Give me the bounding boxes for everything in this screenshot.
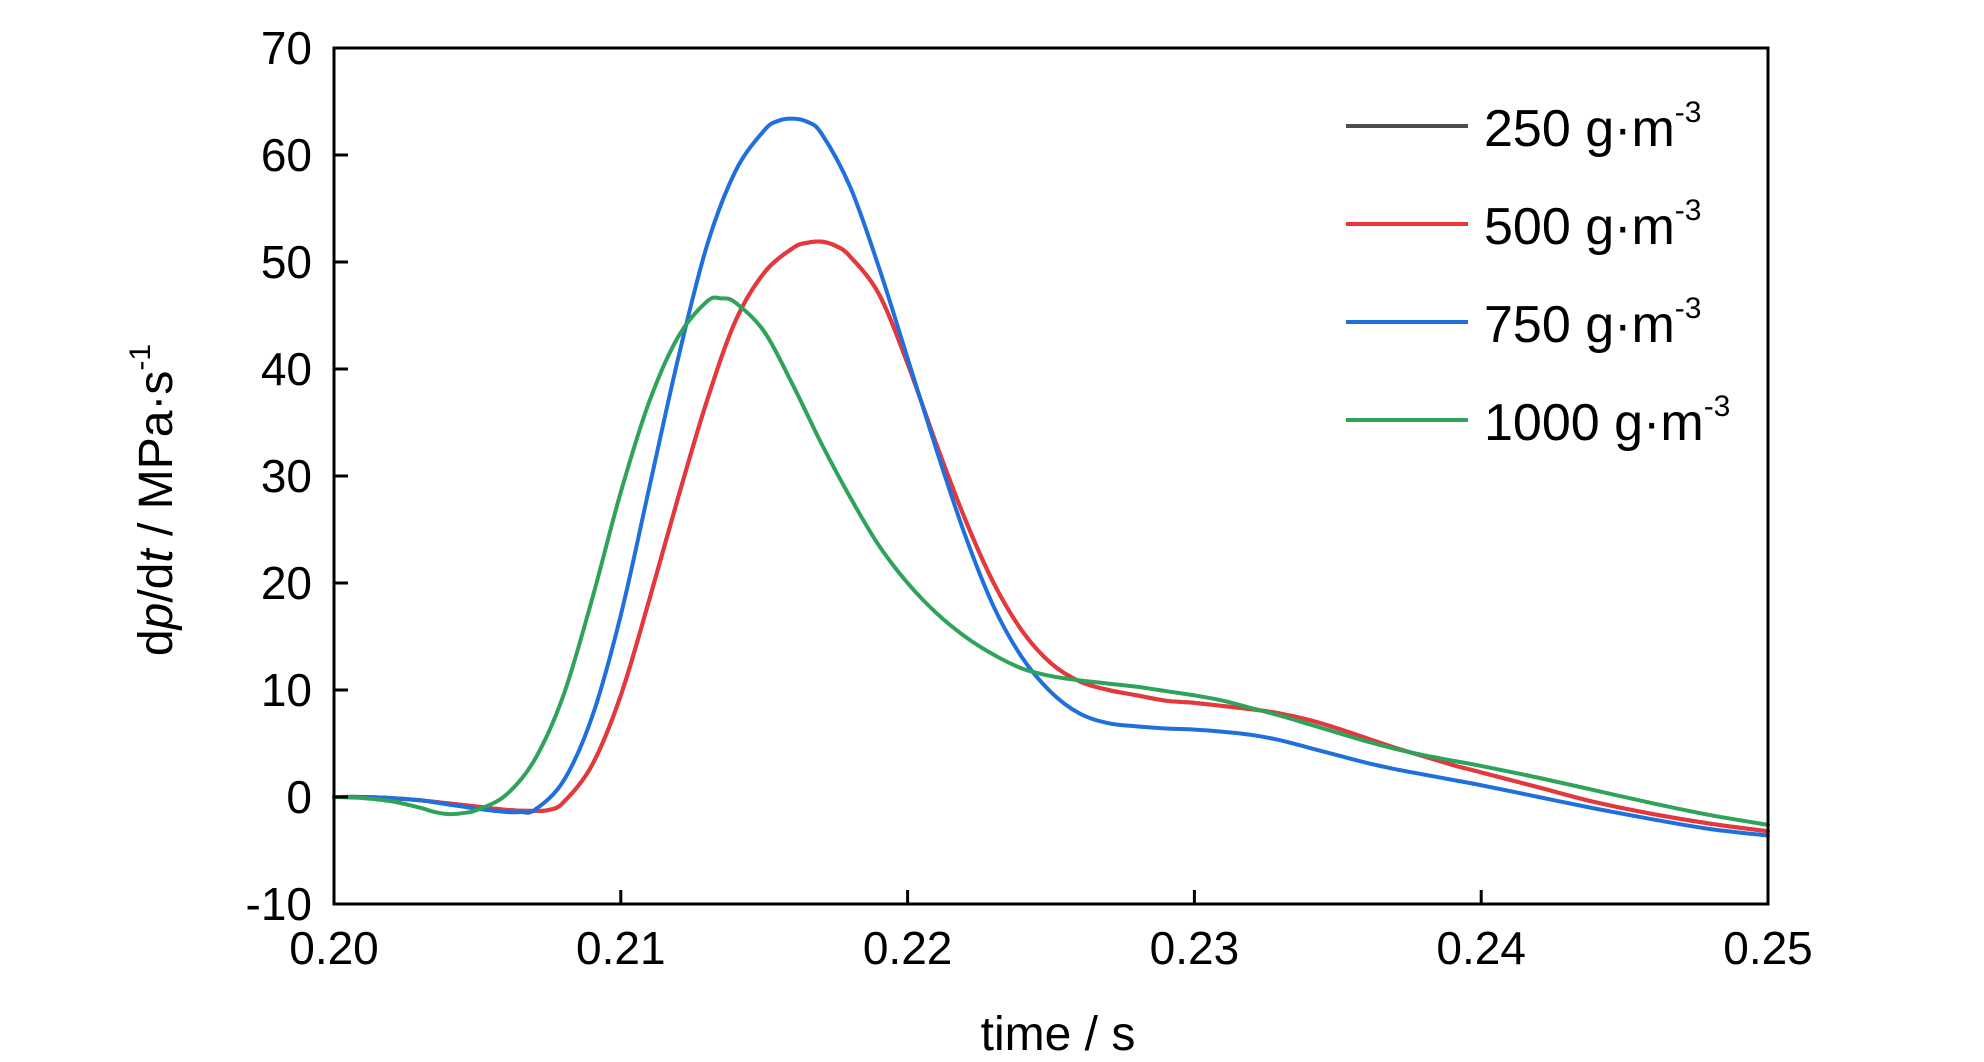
- y-tick-labels: -10 0 10 20 30 40 50 60 70: [246, 22, 312, 930]
- legend-label-sup: -3: [1675, 96, 1702, 129]
- plot-frame: [332, 46, 1770, 906]
- x-tick-label: 0.25: [1723, 922, 1813, 974]
- y-tick-label: 30: [261, 450, 312, 502]
- legend-label-1: 250 g·m-3: [1484, 96, 1701, 158]
- legend-label-text: 750 g·m: [1484, 296, 1675, 354]
- legend-label-text: 500 g·m: [1484, 198, 1675, 256]
- y-tick-label: 60: [261, 129, 312, 181]
- legend-label-sup: -3: [1704, 390, 1731, 423]
- legend-label-2: 500 g·m-3: [1484, 194, 1701, 256]
- x-tick-label: 0.24: [1436, 922, 1526, 974]
- y-axis-label-mid: /d: [130, 563, 183, 603]
- series-line-4: [332, 295, 1770, 827]
- legend-label-sup: -3: [1675, 292, 1702, 325]
- axis-ticks: [332, 46, 1770, 906]
- y-axis-label-t: t: [130, 548, 183, 563]
- y-tick-label: 20: [261, 557, 312, 609]
- series-line-3: [332, 116, 1770, 838]
- y-tick-label: 10: [261, 664, 312, 716]
- y-axis-label-unit-sup: -1: [124, 344, 157, 371]
- legend-label-sup: -3: [1675, 194, 1702, 227]
- y-axis-label-unit: / MPa·s: [130, 371, 183, 550]
- series-lines: [332, 116, 1770, 838]
- y-tick-label: 50: [261, 236, 312, 288]
- legend-label-4: 1000 g·m-3: [1484, 390, 1730, 452]
- y-tick-label: 40: [261, 343, 312, 395]
- x-tick-label: 0.23: [1150, 922, 1240, 974]
- legend-label-text: 1000 g·m: [1484, 394, 1704, 452]
- y-axis-label-p: p: [130, 603, 183, 632]
- y-axis-label: dp/dt / MPa·s-1: [124, 344, 183, 656]
- x-tick-labels: 0.20 0.21 0.22 0.23 0.24 0.25: [289, 922, 1813, 974]
- legend-label-3: 750 g·m-3: [1484, 292, 1701, 354]
- y-tick-label: 0: [286, 771, 312, 823]
- y-axis-label-prefix: d: [130, 629, 183, 656]
- x-tick-label: 0.20: [289, 922, 379, 974]
- y-tick-label: 70: [261, 22, 312, 74]
- x-tick-label: 0.22: [863, 922, 953, 974]
- y-tick-label: -10: [246, 878, 312, 930]
- legend-label-text: 250 g·m: [1484, 100, 1675, 158]
- x-axis-label: time / s: [981, 1008, 1136, 1061]
- x-tick-label: 0.21: [576, 922, 666, 974]
